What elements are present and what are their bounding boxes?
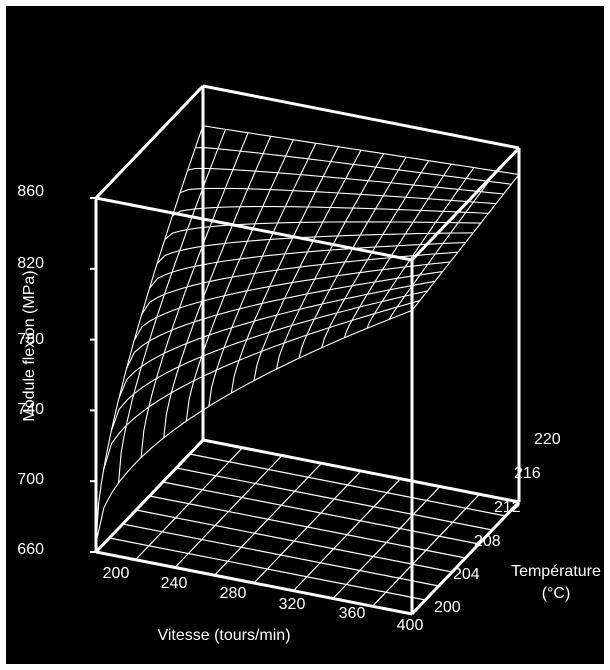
floor-grid-line — [189, 453, 506, 517]
surface-mesh-line — [366, 167, 475, 329]
box-edge — [95, 550, 413, 616]
z-tick-labels: 660 700 740 780 820 860 — [17, 183, 44, 558]
x-axis-label: Vitesse (tours/min) — [157, 627, 290, 644]
y-tick-label: 204 — [453, 566, 480, 583]
chart-frame: 660 700 740 780 820 860 Module flexion (… — [6, 6, 604, 664]
surface-mesh-line — [276, 153, 385, 370]
y-tick-labels: 200 204 208 212 216 220 — [434, 431, 561, 616]
surface-mesh-line — [172, 206, 489, 217]
box-edge — [410, 500, 521, 616]
surface-mesh — [95, 125, 520, 552]
box-edge — [95, 196, 413, 262]
y-axis-label-unit: (°C) — [542, 585, 571, 602]
surface-mesh-line — [141, 251, 458, 315]
surface-mesh-line — [126, 271, 443, 369]
box-edge — [410, 146, 521, 262]
surface-mesh-line — [163, 136, 272, 438]
y-tick-label: 212 — [494, 499, 521, 516]
z-tick-label: 780 — [17, 331, 44, 348]
floor-grid-line — [372, 493, 480, 607]
floor-grid-line — [162, 481, 479, 545]
x-tick-labels: 200 240 280 320 360 400 — [103, 565, 424, 634]
z-tick-label: 700 — [17, 471, 44, 488]
surface-mesh-line — [95, 309, 413, 544]
x-tick-label: 240 — [161, 575, 188, 592]
z-tick-label: 820 — [17, 255, 44, 272]
box-edge — [94, 438, 205, 554]
surface-mesh-line — [95, 125, 204, 544]
x-tick-label: 280 — [220, 585, 247, 602]
surface-mesh-line — [195, 147, 512, 185]
surface-mesh-line — [179, 187, 497, 205]
box-edge — [202, 438, 520, 504]
surface-mesh-line — [103, 300, 420, 470]
surface-mesh-line — [118, 129, 227, 483]
floor-grid-line — [293, 478, 401, 592]
surface-mesh-line — [202, 125, 520, 176]
surface-mesh-line — [164, 221, 481, 240]
bounding-box — [90, 84, 521, 616]
box-edge — [202, 84, 520, 150]
x-tick-label: 400 — [397, 617, 424, 634]
x-tick-label: 320 — [279, 596, 306, 613]
floor-grid-line — [149, 495, 466, 559]
floor-grid-line — [332, 486, 441, 599]
surface-mesh-line — [133, 261, 451, 341]
z-tick-label: 660 — [17, 541, 44, 558]
x-tick-label: 200 — [103, 565, 130, 582]
floor-grid — [95, 439, 520, 615]
z-tick-label: 860 — [17, 183, 44, 200]
floor-grid-line — [176, 467, 493, 531]
x-tick-label: 360 — [339, 605, 366, 622]
surface-mesh-line — [118, 280, 436, 399]
z-tick-label: 740 — [17, 401, 44, 418]
surface-mesh-line — [253, 149, 362, 381]
surface-plot: 660 700 740 780 820 860 Module flexion (… — [17, 84, 601, 644]
surface-mesh-line — [140, 132, 249, 458]
y-tick-label: 216 — [514, 465, 541, 482]
y-tick-label: 220 — [534, 431, 561, 448]
surface-mesh-line — [110, 290, 428, 432]
z-axis-label: Module flexion (MPa) — [21, 270, 38, 421]
surface-mesh-line — [208, 142, 317, 407]
y-tick-label: 208 — [474, 533, 501, 550]
surface-mesh-line — [156, 232, 474, 264]
y-tick-label: 200 — [434, 599, 461, 616]
box-edge — [94, 84, 205, 200]
surface-mesh-line — [187, 167, 504, 195]
y-axis-label: Température — [511, 563, 601, 580]
surface-mesh-line — [230, 146, 339, 394]
